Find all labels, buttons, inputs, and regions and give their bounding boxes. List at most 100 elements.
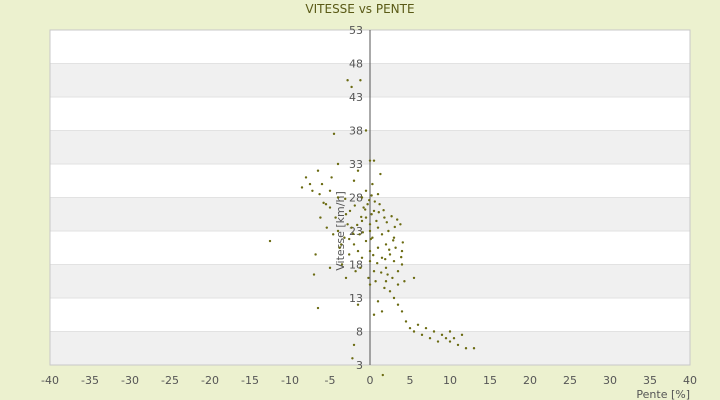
data-point [372,253,375,257]
data-point [343,236,346,239]
data-point [432,330,436,333]
data-point [370,194,373,197]
y-tick-label: 48 [349,58,363,71]
data-point [344,213,348,216]
data-point [396,270,400,273]
data-point [353,204,356,207]
y-tick-label: 13 [349,292,363,305]
data-point [408,326,412,330]
data-point [368,283,372,286]
x-axis-label: Pente [%] [636,388,690,400]
data-point [308,182,312,186]
data-point [356,169,360,172]
data-point [388,253,392,256]
data-point [472,347,476,350]
y-tick-label: 53 [349,24,363,37]
data-point [396,218,399,221]
chart-title: VITESSE vs PENTE [305,2,415,16]
data-point [399,223,402,226]
data-point [368,229,372,233]
data-point [325,226,328,229]
data-point [420,333,424,337]
data-point [464,347,468,350]
data-point [384,257,387,261]
data-point [348,253,351,256]
data-point [400,263,404,266]
data-point [360,219,364,223]
data-point [356,303,360,306]
data-point [314,253,317,256]
x-tick-label: 15 [483,374,497,387]
data-point [364,208,367,211]
data-point [374,280,377,283]
data-point [359,266,362,270]
data-point [392,296,396,300]
data-point [319,216,322,219]
data-point [424,326,428,330]
data-point [394,246,397,249]
y-tick-label: 8 [356,326,363,339]
x-tick-label: 40 [683,374,697,387]
x-tick-label: 10 [443,374,457,387]
x-tick-label: 20 [523,374,537,387]
data-point [348,237,351,241]
x-tick-label: -35 [81,374,99,387]
data-point [354,270,357,273]
data-point [372,209,376,213]
data-point [330,176,333,179]
data-point [383,216,386,219]
data-point [304,176,308,179]
data-point [336,229,340,233]
data-point [376,226,380,229]
data-point [360,215,363,219]
data-point [336,196,340,199]
data-point [460,333,464,337]
data-point [332,233,335,236]
data-point [300,186,304,189]
data-point [364,216,368,219]
data-point [368,259,372,263]
data-point [416,323,420,326]
data-point [384,243,388,246]
data-point [324,203,328,206]
data-point [312,273,316,276]
y-tick-label: 28 [349,192,363,205]
data-point [328,189,332,192]
data-point [334,216,337,219]
data-point [400,255,403,259]
data-point [352,179,356,182]
x-tick-label: 5 [407,374,414,387]
data-point [346,79,349,82]
data-point [364,189,368,192]
x-tick-label: 0 [367,374,374,387]
data-point [316,306,320,310]
data-point [368,159,372,162]
data-point [332,132,336,136]
data-point [387,229,390,233]
x-tick-label: 35 [643,374,657,387]
data-point [356,249,360,253]
data-point [364,129,368,132]
data-point [436,340,440,343]
data-point [328,206,332,209]
data-point [381,373,384,377]
data-point [384,280,388,283]
x-tick-label: -25 [161,374,179,387]
data-point [385,221,388,224]
data-point [388,248,391,251]
data-point [311,189,314,192]
data-point [340,263,344,266]
data-point [364,239,368,243]
data-point [352,243,356,246]
data-point [386,273,389,276]
data-point [348,209,352,213]
data-point [376,300,380,303]
data-point [388,290,392,293]
data-point [380,233,384,236]
data-point [375,219,378,223]
data-point [370,213,373,216]
data-point [361,231,364,234]
data-point [392,236,396,239]
data-point [372,270,376,273]
